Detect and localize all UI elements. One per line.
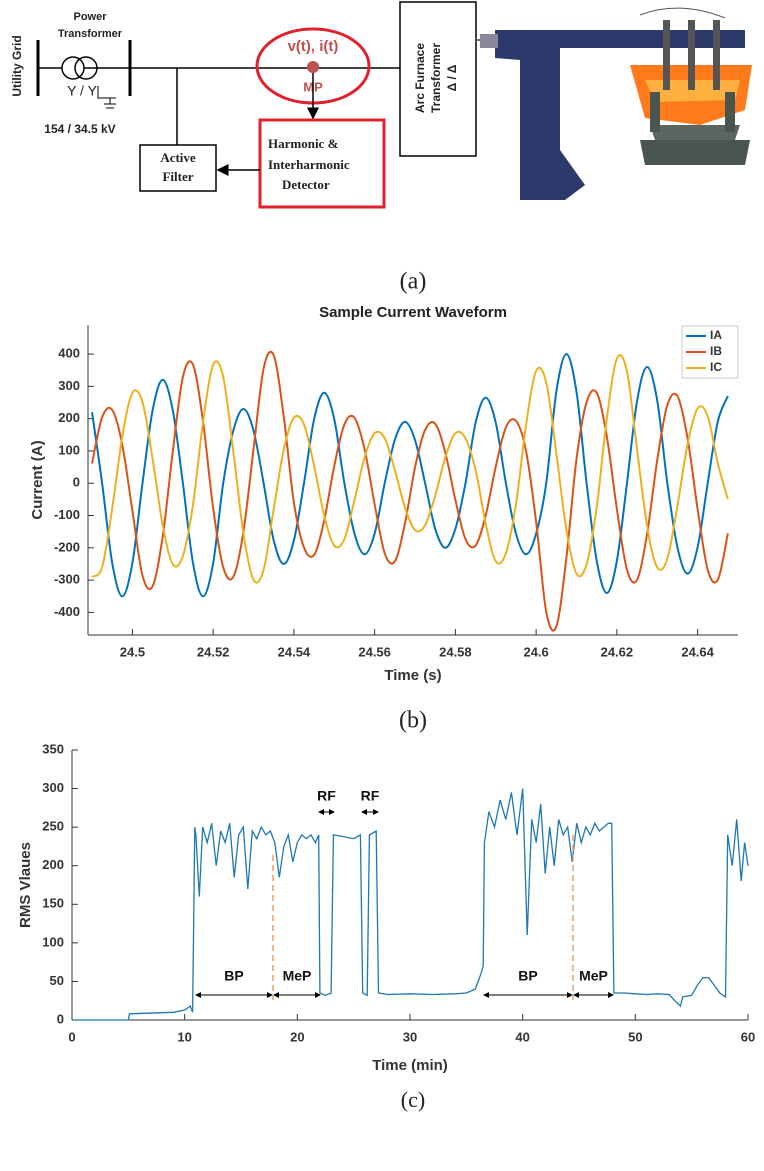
annotation: MeP [283, 968, 312, 984]
y-axis-label: RMS Vlaues [17, 842, 34, 928]
measurement-point [307, 61, 319, 73]
y-tick-label: 400 [58, 346, 80, 361]
detector-label: Harmonic & [268, 136, 339, 151]
x-tick-label: 0 [68, 1029, 75, 1044]
y-tick-label: 50 [50, 973, 64, 988]
furnace-transformer-label: Transformer [429, 43, 443, 113]
legend-label: IC [710, 360, 722, 374]
y-tick-label: 100 [58, 442, 80, 457]
data-line [91, 350, 729, 632]
power-transformer-label: Transformer [58, 28, 123, 40]
y-tick-label: 350 [42, 741, 64, 756]
transformer-coil [74, 56, 98, 80]
x-tick-label: 60 [741, 1029, 755, 1044]
annotation: MeP [579, 968, 608, 984]
legend-label: IA [710, 328, 722, 342]
x-axis-label: Time (min) [372, 1057, 448, 1074]
y-tick-label: 0 [57, 1011, 64, 1026]
annotation: BP [518, 968, 537, 984]
transformer-coil [61, 56, 85, 80]
y-tick-label: -200 [54, 539, 80, 554]
power-transformer-label: Power [73, 11, 107, 23]
x-tick-label: 24.64 [681, 644, 714, 659]
caption: (b) [399, 708, 427, 734]
x-tick-label: 24.6 [523, 644, 548, 659]
ground [97, 86, 116, 109]
y-tick-label: 100 [42, 934, 64, 949]
y-tick-label: -400 [54, 604, 80, 619]
legend-label: IB [710, 344, 722, 358]
data-line [72, 788, 749, 1021]
y-tick-label: 150 [42, 896, 64, 911]
data-line [91, 353, 729, 598]
connection-label: Y / Y [67, 83, 98, 99]
y-tick-label: -300 [54, 572, 80, 587]
annotation: RF [361, 788, 380, 804]
x-tick-label: 24.5 [120, 644, 145, 659]
x-tick-label: 50 [628, 1029, 642, 1044]
x-tick-label: 24.54 [278, 644, 311, 659]
x-tick-label: 24.62 [601, 644, 634, 659]
utility-grid-label: Utility Grid [10, 35, 24, 96]
x-axis-label: Time (s) [384, 667, 441, 684]
active-filter-box [139, 144, 217, 192]
measurement-label: v(t), i(t) [288, 38, 339, 55]
x-tick-label: 24.52 [197, 644, 230, 659]
furnace-transformer-label: Arc Furnace [413, 43, 427, 113]
annotation: RF [317, 788, 336, 804]
y-tick-label: 300 [58, 378, 80, 393]
y-tick-label: 300 [42, 780, 64, 795]
caption: (c) [401, 1087, 425, 1112]
active-filter-label: Filter [162, 169, 193, 184]
annotation: BP [224, 968, 243, 984]
x-tick-label: 24.56 [358, 644, 391, 659]
caption: (a) [400, 269, 427, 295]
arc-furnace [480, 7, 752, 200]
furnace-transformer-label: Δ / Δ [445, 64, 459, 91]
x-tick-label: 20 [290, 1029, 304, 1044]
active-filter-label: Active [160, 150, 196, 165]
x-tick-label: 10 [177, 1029, 191, 1044]
y-tick-label: 250 [42, 819, 64, 834]
diagram: Utility Grid Power Transformer Y / Y 154… [10, 1, 752, 209]
detector-box [258, 118, 386, 209]
x-tick-label: 30 [403, 1029, 417, 1044]
detector-label: Detector [282, 177, 330, 192]
furnace-transformer-box [399, 1, 477, 157]
x-tick-label: 40 [515, 1029, 529, 1044]
data-line [91, 354, 729, 584]
y-tick-label: 200 [42, 857, 64, 872]
y-tick-label: 0 [73, 475, 80, 490]
voltage-label: 154 / 34.5 kV [44, 122, 115, 136]
y-axis-label: Current (A) [29, 440, 46, 519]
y-tick-label: -100 [54, 507, 80, 522]
x-tick-label: 24.58 [439, 644, 472, 659]
y-tick-label: 200 [58, 410, 80, 425]
detector-label: Interharmonic [268, 157, 350, 172]
chart-title: Sample Current Waveform [319, 304, 507, 321]
